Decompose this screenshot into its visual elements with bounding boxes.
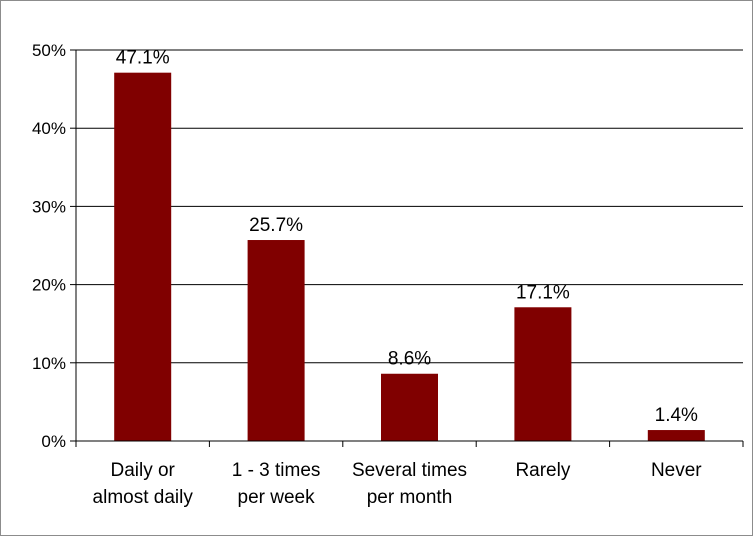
data-label: 1.4%: [655, 405, 698, 426]
bar: [514, 307, 572, 441]
y-tick-label: 20%: [32, 276, 66, 295]
bar: [247, 240, 305, 441]
data-label: 17.1%: [516, 282, 570, 303]
category-label: Daily or: [110, 460, 175, 481]
category-label: 1 - 3 times: [232, 460, 321, 481]
data-label: 47.1%: [116, 48, 170, 69]
category-label: almost daily: [93, 487, 194, 508]
axes: [70, 49, 744, 447]
y-tick-label: 30%: [32, 197, 66, 216]
bar: [114, 72, 172, 441]
y-tick-label: 50%: [32, 41, 66, 60]
data-label: 8.6%: [388, 349, 431, 370]
category-label: per month: [367, 487, 453, 508]
y-tick-label: 40%: [32, 119, 66, 138]
bar: [381, 373, 438, 441]
labels: 0% 10% 20% 30% 40% 50% 47.1% Daily or almost dai…: [32, 41, 702, 508]
bar: [647, 430, 705, 441]
category-label: Several times: [352, 460, 467, 481]
y-tick-label: 0%: [41, 432, 66, 451]
bars: [114, 72, 705, 441]
category-label: Rarely: [515, 460, 570, 481]
category-label: per week: [238, 487, 316, 508]
category-label: Never: [651, 460, 702, 481]
data-label: 25.7%: [249, 215, 303, 236]
gridlines: [76, 49, 743, 364]
y-tick-label: 10%: [32, 354, 66, 373]
